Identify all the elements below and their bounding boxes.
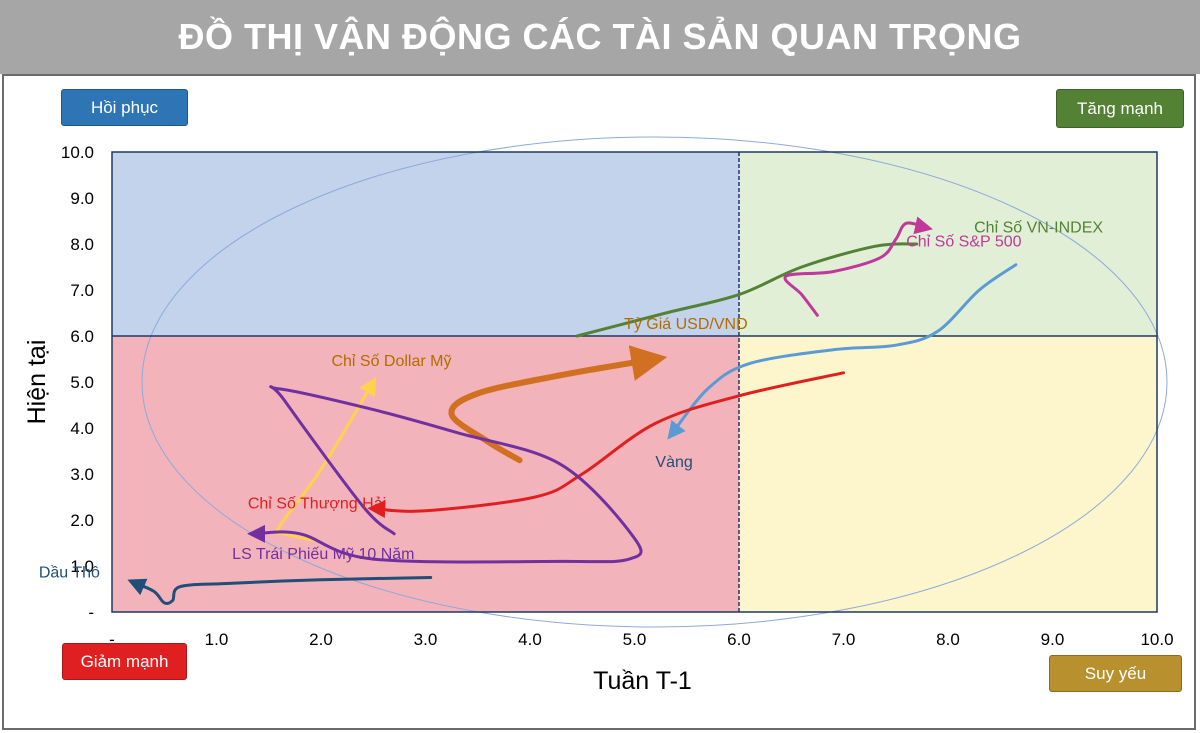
y-tick-label: 6.0 — [70, 327, 94, 346]
x-tick-label: 4.0 — [518, 630, 542, 649]
quadrant-badge-strong-up: Tăng mạnh — [1056, 89, 1184, 128]
x-tick-label: 2.0 — [309, 630, 333, 649]
x-tick-label: 1.0 — [205, 630, 229, 649]
series-label: LS Trái Phiếu Mỹ 10 Năm — [232, 546, 414, 563]
quadrant-badge-recovery: Hồi phục — [61, 89, 188, 126]
series-label: Chỉ Số VN-INDEX — [974, 220, 1103, 237]
chart-title-bar: ĐỒ THỊ VẬN ĐỘNG CÁC TÀI SẢN QUAN TRỌNG — [0, 0, 1200, 74]
series-line-chi-so-vn-index — [575, 242, 919, 338]
x-tick-label: 6.0 — [727, 630, 751, 649]
y-tick-label: 9.0 — [70, 189, 94, 208]
y-tick-label: 2.0 — [70, 511, 94, 530]
x-tick-label: 5.0 — [623, 630, 647, 649]
x-tick-label: 3.0 — [414, 630, 438, 649]
series-label: Dầu Thô — [39, 565, 100, 582]
series-line-vang — [667, 263, 1018, 440]
x-tick-label: 8.0 — [936, 630, 960, 649]
quadrant-badge-strong-down: Giảm mạnh — [62, 643, 187, 680]
y-tick-label: 7.0 — [70, 281, 94, 300]
y-tick-label: 10.0 — [61, 143, 94, 162]
x-tick-label: 7.0 — [832, 630, 856, 649]
plot-border — [111, 151, 1158, 613]
series-line-chi-so-dollar-my — [275, 376, 377, 543]
quadrant-top-left — [112, 152, 739, 336]
y-tick-label: 5.0 — [70, 373, 94, 392]
x-tick-label: - — [109, 630, 115, 649]
y-tick-label: - — [88, 603, 94, 622]
x-axis-label: Tuần T-1 — [593, 667, 692, 695]
series-label: Vàng — [655, 454, 692, 471]
quadrant-bottom-right — [739, 336, 1157, 612]
series-line-ls-trai-phieu-my-10-nam — [247, 385, 643, 564]
series-label: Chỉ Số Dollar Mỹ — [331, 353, 451, 370]
series-label: Chỉ Số S&P 500 — [906, 233, 1021, 250]
chart-title: ĐỒ THỊ VẬN ĐỘNG CÁC TÀI SẢN QUAN TRỌNG — [178, 16, 1022, 57]
y-tick-label: 4.0 — [70, 419, 94, 438]
y-tick-label: 1.0 — [70, 557, 94, 576]
series-line-chi-so-s-p-500 — [783, 216, 933, 317]
x-tick-label: 10.0 — [1140, 630, 1173, 649]
chart-frame — [2, 74, 1196, 730]
quadrant-badge-weakening: Suy yếu — [1049, 655, 1182, 692]
series-line-dau-tho — [127, 576, 433, 605]
quadrant-bottom-left — [112, 336, 739, 612]
y-tick-label: 8.0 — [70, 235, 94, 254]
guide-ellipse — [141, 136, 1168, 628]
series-label: Tỷ Giá USD/VND — [624, 316, 748, 333]
y-axis-label: Hiện tại — [23, 340, 51, 425]
x-tick-label: 9.0 — [1041, 630, 1065, 649]
series-line-chi-so-thuong-hai — [367, 371, 845, 519]
series-label: Chỉ Số Thượng Hải — [248, 496, 386, 513]
y-tick-label: 3.0 — [70, 465, 94, 484]
